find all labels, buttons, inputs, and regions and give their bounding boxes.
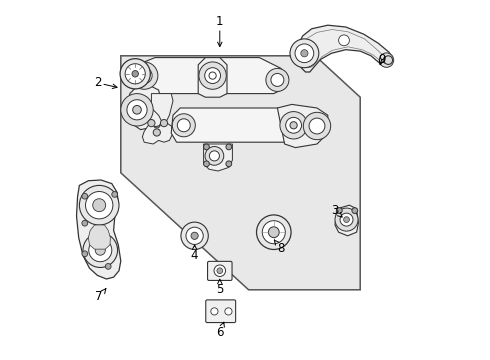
Polygon shape bbox=[137, 58, 288, 94]
Circle shape bbox=[379, 53, 393, 67]
Circle shape bbox=[127, 100, 147, 120]
Circle shape bbox=[343, 217, 349, 222]
Circle shape bbox=[105, 264, 111, 269]
Circle shape bbox=[211, 308, 218, 315]
Circle shape bbox=[93, 199, 106, 212]
Text: 4: 4 bbox=[191, 245, 198, 262]
Circle shape bbox=[301, 50, 308, 57]
Circle shape bbox=[181, 222, 208, 249]
Circle shape bbox=[148, 120, 155, 127]
Circle shape bbox=[112, 192, 118, 197]
Circle shape bbox=[286, 117, 301, 133]
Circle shape bbox=[383, 57, 390, 64]
Circle shape bbox=[79, 185, 119, 225]
Polygon shape bbox=[277, 104, 328, 148]
Circle shape bbox=[89, 239, 112, 262]
Circle shape bbox=[191, 232, 198, 239]
Circle shape bbox=[82, 251, 88, 257]
Circle shape bbox=[86, 192, 113, 219]
Polygon shape bbox=[88, 225, 110, 249]
Circle shape bbox=[280, 112, 307, 139]
Circle shape bbox=[309, 118, 325, 134]
Text: 3: 3 bbox=[331, 204, 342, 217]
Circle shape bbox=[384, 56, 392, 64]
Circle shape bbox=[204, 144, 209, 150]
Circle shape bbox=[337, 208, 342, 213]
Text: 6: 6 bbox=[216, 322, 224, 339]
Circle shape bbox=[339, 35, 349, 46]
Circle shape bbox=[290, 122, 297, 129]
Circle shape bbox=[266, 68, 289, 91]
Circle shape bbox=[225, 308, 232, 315]
Circle shape bbox=[340, 213, 353, 226]
Circle shape bbox=[132, 71, 139, 77]
Circle shape bbox=[199, 62, 226, 89]
Polygon shape bbox=[121, 56, 360, 290]
Circle shape bbox=[130, 62, 158, 89]
Circle shape bbox=[271, 73, 284, 86]
Circle shape bbox=[160, 120, 168, 127]
Polygon shape bbox=[128, 86, 166, 130]
Circle shape bbox=[125, 64, 145, 84]
Circle shape bbox=[290, 39, 319, 68]
Circle shape bbox=[82, 193, 88, 199]
FancyBboxPatch shape bbox=[208, 261, 232, 280]
Circle shape bbox=[141, 72, 148, 79]
Text: 7: 7 bbox=[96, 289, 106, 303]
Text: 2: 2 bbox=[94, 76, 117, 89]
Circle shape bbox=[269, 227, 279, 238]
Circle shape bbox=[204, 161, 209, 167]
Circle shape bbox=[95, 245, 105, 255]
Circle shape bbox=[205, 147, 224, 165]
Circle shape bbox=[205, 68, 220, 84]
Circle shape bbox=[83, 233, 118, 267]
Text: 9: 9 bbox=[378, 53, 386, 66]
Circle shape bbox=[295, 44, 314, 63]
Polygon shape bbox=[171, 108, 303, 142]
Circle shape bbox=[262, 221, 285, 244]
Polygon shape bbox=[143, 94, 173, 144]
Circle shape bbox=[121, 94, 153, 126]
Polygon shape bbox=[335, 205, 358, 236]
FancyBboxPatch shape bbox=[206, 300, 236, 323]
Text: 1: 1 bbox=[216, 15, 223, 46]
Polygon shape bbox=[204, 144, 232, 171]
Circle shape bbox=[177, 119, 190, 132]
Text: 5: 5 bbox=[216, 279, 223, 296]
Circle shape bbox=[153, 129, 160, 136]
Circle shape bbox=[352, 208, 358, 213]
Polygon shape bbox=[298, 25, 392, 72]
Circle shape bbox=[303, 112, 331, 140]
Circle shape bbox=[209, 151, 220, 161]
Circle shape bbox=[335, 208, 358, 231]
Circle shape bbox=[172, 114, 196, 137]
Circle shape bbox=[217, 268, 222, 274]
Circle shape bbox=[186, 227, 203, 244]
Circle shape bbox=[133, 105, 141, 114]
Circle shape bbox=[136, 68, 152, 84]
Circle shape bbox=[257, 215, 291, 249]
Polygon shape bbox=[76, 180, 121, 279]
Circle shape bbox=[214, 265, 225, 276]
Circle shape bbox=[120, 59, 150, 89]
Circle shape bbox=[82, 220, 88, 226]
Circle shape bbox=[226, 144, 232, 150]
Text: 8: 8 bbox=[274, 240, 285, 255]
Polygon shape bbox=[198, 58, 227, 97]
Circle shape bbox=[209, 72, 216, 79]
Circle shape bbox=[226, 161, 232, 167]
